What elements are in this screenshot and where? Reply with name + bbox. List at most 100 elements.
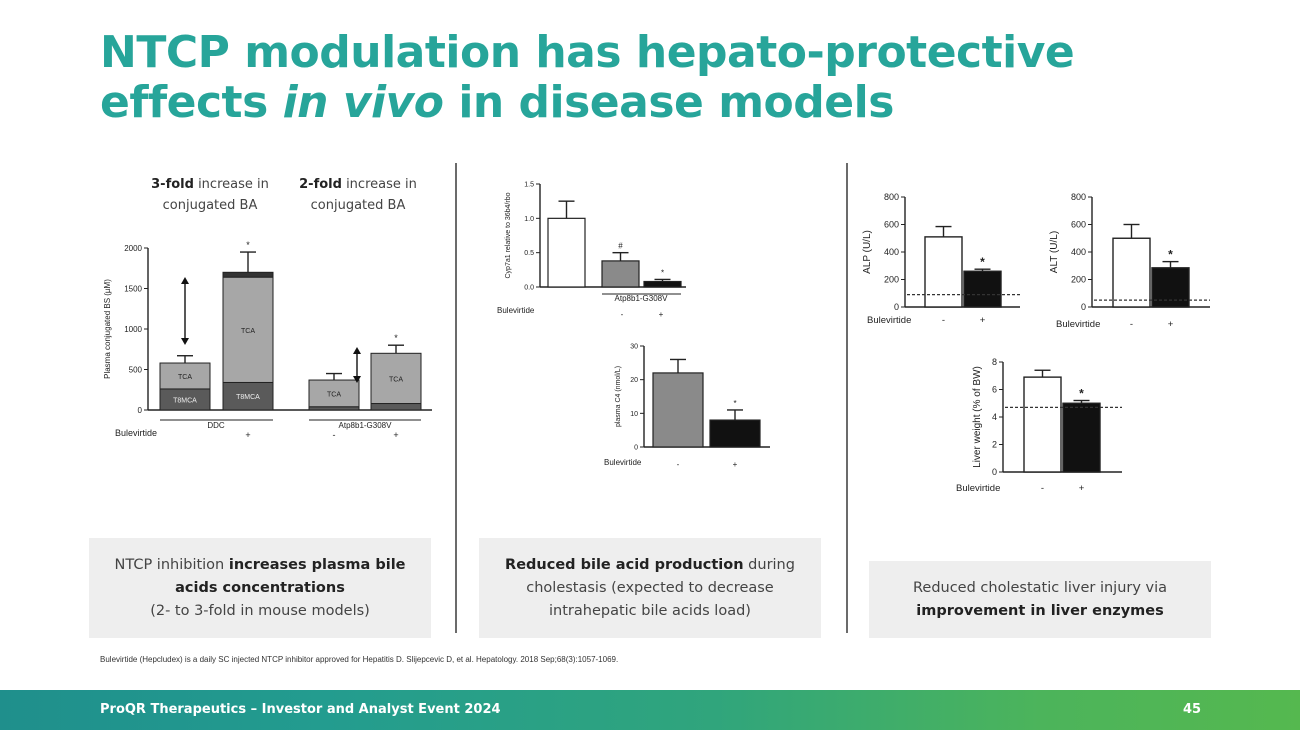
chart1-segment-label: T8MCA bbox=[236, 394, 260, 401]
chart-alt-row-label: Bulevirtide bbox=[1056, 319, 1100, 330]
chart-alt-bar bbox=[1112, 237, 1151, 308]
annotation-3-fold-bold: 3-fold bbox=[151, 177, 194, 192]
chart-liver-y-tick-label: 2 bbox=[992, 440, 997, 450]
chart2-group-label: Atp8b1-G308V bbox=[615, 294, 669, 303]
chart2-bar bbox=[601, 260, 640, 288]
chart-liver-bar bbox=[1023, 376, 1062, 473]
chart-alt-y-label: ALT (U/L) bbox=[1049, 231, 1060, 273]
chart-alp-treatment-label: - bbox=[942, 315, 945, 326]
chart1-fold-arrow-head bbox=[353, 376, 361, 383]
chart1-y-label: Plasma conjugated BS (µM) bbox=[103, 279, 112, 379]
chart-liver-bar bbox=[1062, 402, 1101, 473]
chart-alt-treatment-label: - bbox=[1130, 319, 1133, 330]
chart-alp-bar bbox=[924, 236, 963, 308]
annotation-2-fold: 2-fold increase in conjugated BA bbox=[288, 174, 428, 216]
annotation-2-fold-line2: conjugated BA bbox=[310, 198, 406, 213]
chart3-y-tick-label: 10 bbox=[630, 411, 638, 418]
annotation-2-fold-bold: 2-fold bbox=[299, 177, 342, 192]
chart2-y-label: Cyp7a1 relative to 36b4/rbo bbox=[505, 192, 512, 278]
annotation-3-fold-line2: conjugated BA bbox=[162, 198, 258, 213]
annotation-3-fold: 3-fold increase in conjugated BA bbox=[140, 174, 280, 216]
chart2-treatment-label: - bbox=[621, 310, 624, 319]
chart1-bar-segment bbox=[222, 271, 274, 278]
chart3-y-tick-label: 20 bbox=[630, 377, 638, 384]
chart1-fold-arrow-head bbox=[353, 347, 361, 354]
panel1-summary-bold: increases plasma bile acids concentratio… bbox=[175, 556, 406, 596]
footnote: Bulevirtide (Hepcludex) is a daily SC in… bbox=[100, 655, 619, 664]
chart1-bar-segment bbox=[308, 379, 360, 408]
chart2-significance: * bbox=[661, 268, 664, 277]
chart3-y-tick-label: 30 bbox=[630, 343, 638, 350]
chart1-bar-segment bbox=[370, 403, 422, 411]
chart-liver-y-tick-label: 0 bbox=[992, 467, 997, 477]
chart2-row-label: Bulevirtide bbox=[497, 306, 535, 315]
chart-alp-bar bbox=[963, 270, 1002, 308]
chart3-bar bbox=[709, 419, 761, 448]
chart2-significance: # bbox=[618, 242, 623, 251]
chart-alp-row-label: Bulevirtide bbox=[867, 315, 911, 326]
chart-liver-treatment-label: + bbox=[1079, 483, 1085, 494]
chart3-y-label: plasma C4 (nmol/L) bbox=[615, 366, 622, 427]
chart1-row-label: Bulevirtide bbox=[115, 428, 157, 438]
chart-alp-treatment-label: + bbox=[980, 315, 986, 326]
title-line-2a: effects bbox=[100, 77, 283, 128]
divider-left bbox=[455, 163, 457, 633]
chart-liver-y-tick-label: 8 bbox=[992, 357, 997, 367]
chart-liver-significance: * bbox=[1079, 387, 1084, 401]
chart-alt-bar bbox=[1151, 267, 1190, 308]
chart1-bar-segment bbox=[370, 352, 422, 405]
chart3-row-label: Bulevirtide bbox=[604, 458, 642, 467]
chart-alt-treatment-label: + bbox=[1168, 319, 1174, 330]
chart3-treatment-label: - bbox=[677, 460, 680, 469]
title-line-2-italic: in vivo bbox=[282, 77, 444, 128]
footer-bar: ProQR Therapeutics – Investor and Analys… bbox=[0, 690, 1300, 730]
chart1-segment-label: T8MCA bbox=[173, 397, 197, 404]
chart-alp-y-tick-label: 200 bbox=[884, 275, 899, 285]
panel2-summary-bold: Reduced bile acid production bbox=[505, 556, 744, 573]
chart3-significance: * bbox=[733, 399, 736, 408]
panel1-summary-a: NTCP inhibition bbox=[114, 556, 229, 573]
page-number: 45 bbox=[1183, 702, 1202, 717]
panel3-summary-box: Reduced cholestatic liver injury via impr… bbox=[869, 561, 1211, 638]
chart3-bar bbox=[652, 372, 704, 448]
annotation-3-fold-rest: increase in bbox=[193, 177, 269, 192]
chart1-group-label: Atp8b1-G308V bbox=[339, 421, 393, 430]
annotation-2-fold-rest: increase in bbox=[341, 177, 417, 192]
chart-alp-y-tick-label: 400 bbox=[884, 247, 899, 257]
chart-alp-y-label: ALP (U/L) bbox=[862, 230, 873, 274]
divider-right bbox=[846, 163, 848, 633]
footer-text: ProQR Therapeutics – Investor and Analys… bbox=[100, 702, 501, 717]
chart1-y-tick-label: 1000 bbox=[124, 325, 142, 334]
chart-alt-y-tick-label: 800 bbox=[1071, 192, 1086, 202]
chart2-y-tick-label: 1.0 bbox=[524, 216, 534, 223]
chart-alt-y-tick-label: 200 bbox=[1071, 275, 1086, 285]
title-line-1: NTCP modulation has hepato-protective bbox=[100, 27, 1075, 78]
chart1-treatment-label: - bbox=[333, 430, 336, 440]
chart2-y-tick-label: 0.0 bbox=[524, 284, 534, 291]
chart1-bar-segment bbox=[159, 362, 211, 390]
chart-alt-y-tick-label: 400 bbox=[1071, 247, 1086, 257]
title-line-2b: in disease models bbox=[443, 77, 894, 128]
chart1-segment-label: TCA bbox=[327, 391, 341, 398]
chart1-segment-label: TCA bbox=[389, 376, 403, 383]
chart-alt-y-tick-label: 600 bbox=[1071, 220, 1086, 230]
chart1-segment-label: TCA bbox=[241, 328, 255, 335]
chart-alp-y-tick-label: 0 bbox=[894, 302, 899, 312]
chart1-y-tick-label: 0 bbox=[138, 406, 143, 415]
panel2-summary-rest: during cholestasis (expected to decrease… bbox=[526, 556, 795, 619]
panel3-summary-a: Reduced cholestatic liver injury via bbox=[912, 579, 1168, 596]
chart3-treatment-label: + bbox=[733, 460, 738, 469]
chart-liver-y-label: Liver weight (% of BW) bbox=[972, 366, 983, 468]
chart2-bar bbox=[643, 280, 682, 288]
chart2-y-tick-label: 0.5 bbox=[524, 250, 534, 257]
chart-alp-significance: * bbox=[980, 255, 985, 269]
chart-liver-y-tick-label: 6 bbox=[992, 385, 997, 395]
panel1-summary-box: NTCP inhibition increases plasma bile ac… bbox=[89, 538, 431, 638]
chart1-segment-label: TCA bbox=[178, 374, 192, 381]
chart2-treatment-label: + bbox=[659, 310, 664, 319]
chart1-treatment-label: + bbox=[393, 430, 398, 440]
chart-liver-row-label: Bulevirtide bbox=[956, 483, 1000, 494]
chart1-fold-arrow-head bbox=[181, 338, 189, 345]
panel1-summary-c: (2- to 3-fold in mouse models) bbox=[150, 602, 370, 619]
